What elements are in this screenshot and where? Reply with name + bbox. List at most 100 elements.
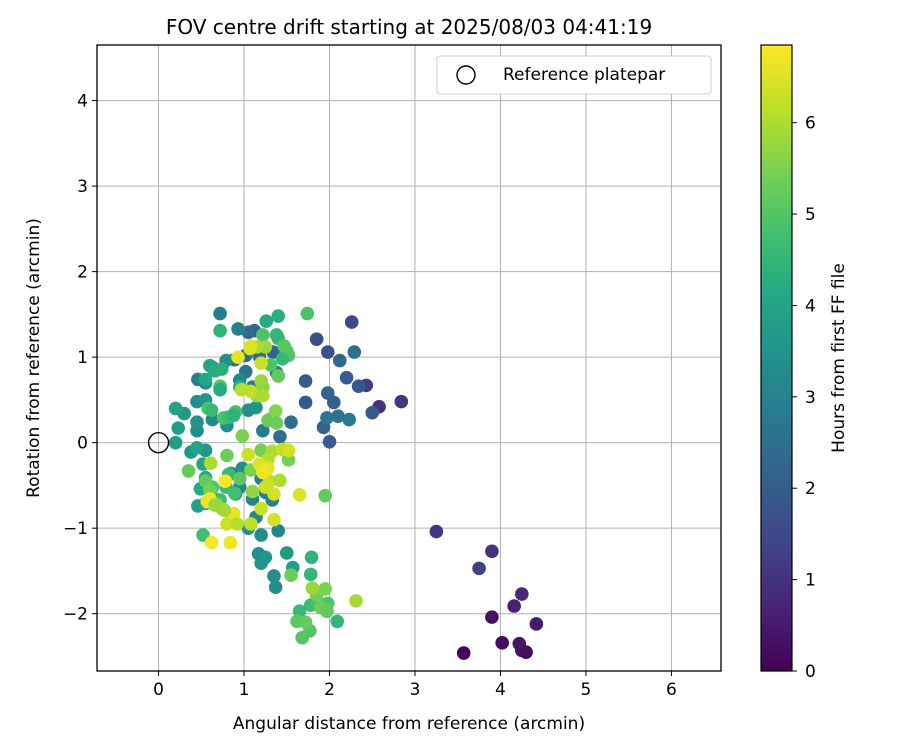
data-point [271, 369, 286, 383]
y-tick-label: −2 [63, 605, 88, 625]
data-point [273, 429, 287, 444]
data-point [320, 603, 334, 618]
data-point [268, 580, 283, 594]
data-point [332, 353, 347, 368]
data-point [204, 535, 219, 550]
data-point [320, 411, 334, 425]
data-point [203, 456, 218, 470]
y-tick-label: 4 [77, 92, 88, 112]
data-point [220, 517, 234, 531]
data-point [485, 544, 499, 559]
y-tick-label: 3 [77, 177, 88, 197]
data-point [234, 382, 249, 397]
data-point [244, 339, 258, 353]
colorbar-tick-label: 1 [805, 571, 816, 591]
x-tick-label: 3 [410, 680, 421, 700]
data-point [309, 332, 324, 346]
data-point [279, 546, 294, 560]
data-point [254, 443, 268, 458]
data-point [204, 403, 219, 417]
legend-box [436, 55, 712, 95]
data-point [227, 486, 242, 500]
data-point [305, 581, 320, 595]
data-point [331, 409, 345, 423]
data-point [529, 617, 544, 631]
data-point [254, 356, 268, 370]
y-axis-label: Rotation from reference (arcmin) [24, 218, 44, 498]
chart-title: FOV centre drift starting at 2025/08/03 … [166, 15, 652, 39]
data-point [394, 394, 409, 409]
legend-label: Reference platepar [503, 65, 665, 85]
data-point [275, 352, 290, 366]
data-point [298, 374, 313, 388]
data-point [507, 599, 521, 613]
data-point [281, 443, 296, 458]
colorbar-tick-label: 2 [805, 479, 816, 499]
colorbar-ticks: 0 1 2 3 4 5 6 [792, 114, 816, 682]
data-point [485, 610, 499, 624]
data-point [256, 423, 270, 438]
data-point [284, 568, 298, 583]
data-point [232, 471, 247, 486]
reference-marker [147, 431, 170, 454]
data-point [254, 528, 268, 542]
data-point [284, 415, 298, 429]
data-point [515, 587, 529, 601]
data-point [168, 435, 183, 450]
data-point [213, 382, 227, 397]
data-point [273, 473, 287, 488]
data-point [267, 512, 281, 527]
data-point [254, 374, 268, 388]
data-point [190, 415, 204, 429]
data-point [271, 309, 286, 323]
data-point [223, 535, 238, 550]
data-point [231, 350, 245, 364]
data-point [249, 400, 263, 415]
data-point [226, 408, 241, 423]
data-points [168, 306, 544, 660]
data-point [259, 314, 274, 329]
plot-frame [96, 44, 722, 672]
data-point [268, 404, 283, 418]
colorbar [760, 44, 793, 672]
data-point [181, 464, 196, 478]
data-point [198, 372, 213, 387]
x-tick-label: 4 [495, 680, 506, 700]
data-point [218, 474, 233, 488]
colorbar-tick-label: 4 [805, 296, 816, 316]
data-point [339, 370, 354, 385]
y-tick-label: 2 [77, 263, 88, 283]
data-point [281, 452, 296, 467]
data-point [300, 306, 315, 321]
data-point [256, 465, 270, 480]
colorbar-tick-label: 6 [805, 114, 816, 134]
data-point [256, 328, 270, 342]
data-point [349, 594, 363, 608]
data-point [277, 339, 292, 353]
data-point [190, 440, 204, 455]
data-point [292, 488, 307, 502]
data-point [168, 401, 183, 416]
data-point [351, 379, 366, 394]
data-point [267, 487, 281, 501]
data-point [254, 556, 268, 571]
data-point [213, 323, 227, 338]
colorbar-label: Hours from first FF file [829, 263, 849, 453]
data-point [512, 636, 527, 651]
data-point [303, 567, 318, 582]
data-point [472, 561, 486, 576]
colorbar-tick-label: 3 [805, 388, 816, 408]
data-point [344, 315, 359, 329]
x-axis-ticks: 0 1 2 3 4 5 6 [153, 671, 677, 700]
data-point [342, 412, 356, 427]
x-tick-label: 1 [239, 680, 250, 700]
data-point [241, 325, 256, 340]
data-point [347, 345, 362, 359]
data-point [241, 447, 256, 462]
data-point [365, 405, 380, 420]
y-tick-label: 0 [77, 434, 88, 454]
data-point [304, 550, 319, 565]
data-point [456, 646, 471, 660]
data-point [318, 488, 333, 503]
